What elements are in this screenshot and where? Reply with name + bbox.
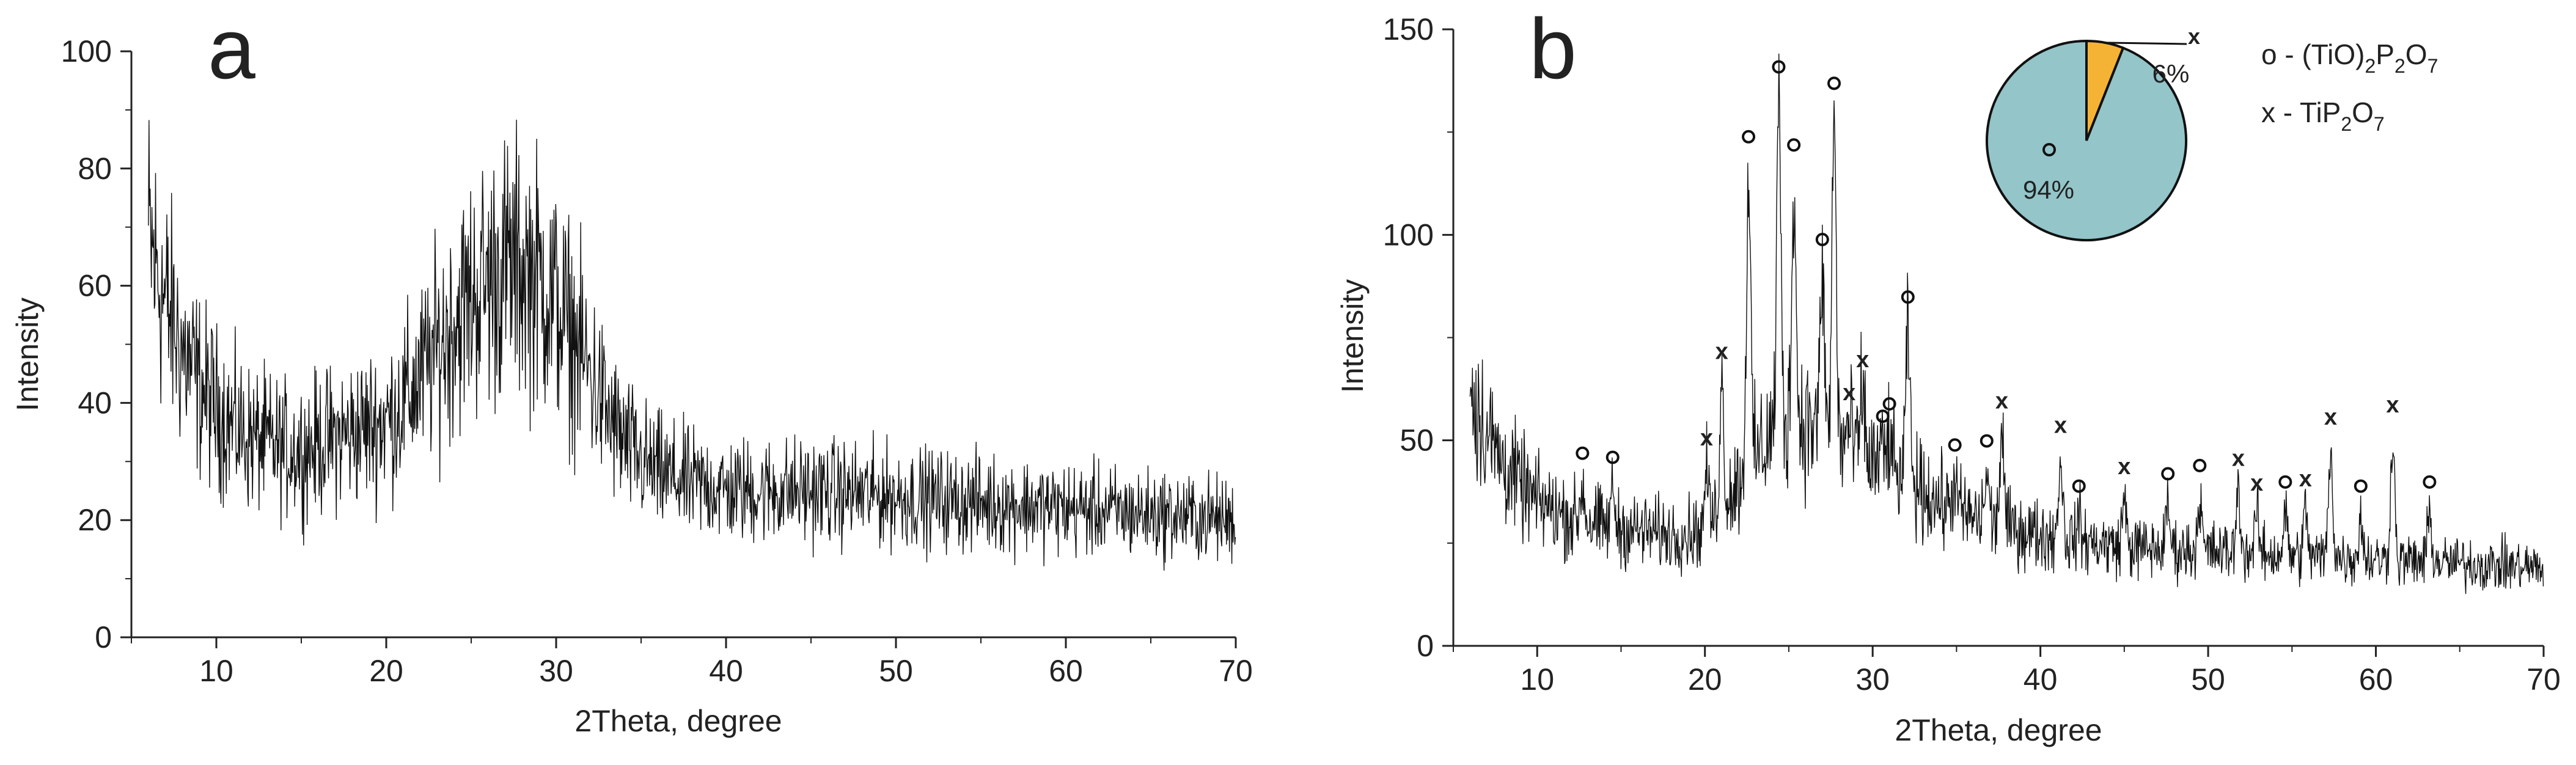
panel-b-y-tick-label: 50 [1400,423,1434,458]
panel-a-x-tick-label: 30 [539,654,573,688]
peak-marker-tio2p2o7 [2161,467,2175,481]
panel-b-x-tick-label: 50 [2191,662,2225,697]
panel-b-y-axis-label: Intensity [1335,279,1370,393]
panel-a-x-tick-label: 50 [879,654,913,688]
panel-b-x-tick-label: 30 [1855,662,1890,697]
peak-marker-tio2p2o7 [2193,458,2207,472]
panel-b-legend: o - (TiO)2P2O7 x - TiP2O7 [2261,38,2438,135]
panel-a-y-tick-label: 40 [78,386,112,420]
panel-b-x-tick-label: 40 [2024,662,2058,697]
panel-a-trace [148,119,1236,571]
panel-b-y-tick-label: 0 [1417,629,1434,663]
panel-b-x-tick-label: 60 [2359,662,2393,697]
panel-a-x-tick-label: 70 [1219,654,1253,688]
pie-slice-tio2p2o7 [1986,39,2187,241]
peak-marker-tio2p2o7 [1742,130,1756,144]
pie-marker-tip2o7: x [2188,24,2200,49]
pie-leader-line [2105,42,2187,45]
peak-marker-tio2p2o7 [2423,475,2437,489]
panel-a-y-tick-label: 60 [78,269,112,303]
peak-marker-tip2o7: x [2232,445,2245,471]
panel-a-xrd-pattern: a 10 20 30 40 50 60 70 0 20 40 60 80 100 2Theta, de… [10,1,1253,738]
peak-marker-tio2p2o7 [2278,475,2292,489]
panel-a-x-axis-label: 2Theta, degree [574,704,782,738]
panel-a-x-tick-label: 40 [709,654,743,688]
panel-b-x-tick-label: 70 [2526,662,2561,697]
peak-marker-tio2p2o7 [1980,434,1994,448]
peak-marker-tio2p2o7 [1815,232,1829,246]
peak-marker-tip2o7: x [2299,466,2312,492]
panel-a-y-axis-label: Intensity [10,298,45,411]
peak-marker-tip2o7: x [1700,425,1713,451]
panel-a-y-tick-label: 20 [78,503,112,537]
panel-a-axes [130,51,1236,639]
panel-b-x-ticks: 10 20 30 40 50 60 70 [1453,646,2561,697]
panel-b-y-ticks: 0 50 100 150 [1383,12,1453,663]
peak-marker-tio2p2o7 [1948,438,1962,452]
panel-a-x-tick-label: 10 [199,654,233,688]
panel-a-y-tick-label: 80 [78,152,112,186]
panel-b-x-tick-label: 20 [1688,662,1722,697]
peak-marker-tio2p2o7 [1876,409,1890,423]
peak-marker-tip2o7: x [2118,454,2130,480]
panel-a-intensity-line [148,119,1236,571]
panel-b-x-axis-label: 2Theta, degree [1895,713,2102,747]
peak-marker-tip2o7: x [1856,347,1869,373]
panel-b-phase-pie: x 6% 94% [1986,24,2200,241]
peak-marker-tip2o7: x [2386,392,2399,418]
panel-b-trace [1469,53,2544,595]
panel-a-label: a [208,1,255,97]
peak-marker-tio2p2o7 [1827,76,1841,90]
pie-label-tip2o7: 6% [2152,59,2190,88]
panel-a-x-tick-label: 60 [1049,654,1083,688]
panel-b-y-tick-label: 100 [1383,218,1434,252]
peak-marker-tio2p2o7 [1787,138,1801,152]
legend-item-tio2p2o7: o - (TiO)2P2O7 [2261,38,2438,77]
panel-a-x-tick-label: 20 [369,654,403,688]
peak-marker-tio2p2o7 [1772,60,1786,74]
peak-marker-tip2o7: x [2324,404,2337,430]
peak-marker-tio2p2o7 [1605,450,1620,464]
peak-marker-tio2p2o7 [1576,446,1590,460]
pie-label-tio2p2o7: 94% [2023,175,2074,204]
panel-b-label: b [1529,1,1577,97]
legend-item-tip2o7: x - TiP2O7 [2261,97,2385,135]
panel-b-x-tick-label: 10 [1520,662,1554,697]
peak-marker-tio2p2o7 [1901,290,1915,304]
panel-b-intensity-line [1469,53,2544,595]
panel-b-y-tick-label: 150 [1383,12,1434,46]
peak-marker-tip2o7: x [1843,380,1855,406]
panel-a-y-tick-label: 100 [61,34,112,68]
pie-marker-tio2p2o7 [2042,143,2056,156]
peak-marker-tio2p2o7 [2072,479,2086,493]
peak-marker-tip2o7: x [2054,413,2067,439]
peak-marker-tio2p2o7 [2354,479,2368,493]
panel-a-x-ticks: 10 20 30 40 50 60 70 [131,637,1253,688]
panel-a-y-ticks: 0 20 40 60 80 100 [61,34,131,654]
peak-marker-tip2o7: x [1715,339,1728,365]
peak-marker-tip2o7: x [2250,470,2263,496]
peak-marker-tip2o7: x [1995,388,2008,414]
panel-a-y-tick-label: 0 [95,620,112,654]
peak-marker-tio2p2o7 [1882,397,1896,411]
